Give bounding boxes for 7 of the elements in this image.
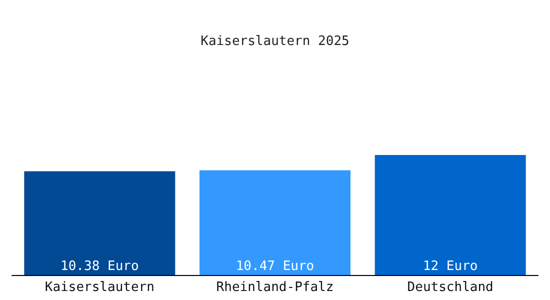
x-tick-label: Rheinland-Pfalz [216, 280, 334, 295]
x-tick-label: Deutschland [407, 280, 494, 295]
chart-title: Kaiserslautern 2025 [200, 34, 350, 49]
x-tick-label: Kaiserslautern [44, 280, 154, 295]
data-label: 10.38 Euro [60, 259, 139, 274]
data-label: 10.47 Euro [236, 259, 314, 274]
data-label: 12 Euro [422, 259, 478, 274]
